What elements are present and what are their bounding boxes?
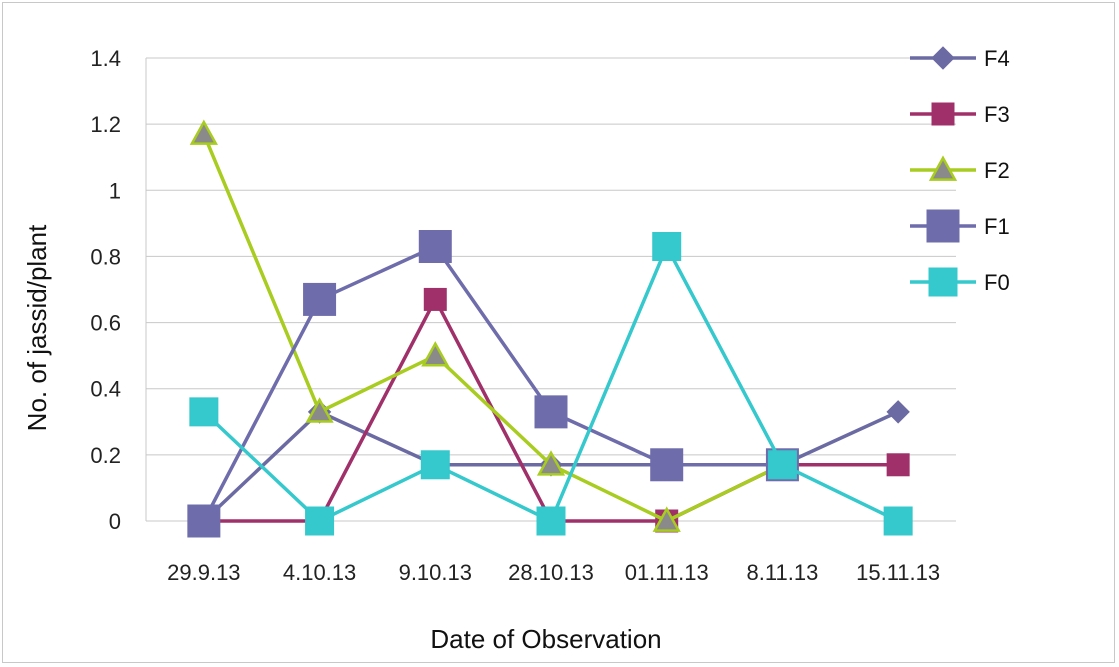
legend-marker-f1 xyxy=(926,209,960,243)
data-point-f0 xyxy=(536,506,566,536)
y-tick-label: 1 xyxy=(109,178,121,203)
x-axis-title: Date of Observation xyxy=(430,624,661,654)
x-tick-label: 15.11.13 xyxy=(856,560,940,585)
x-tick-label: 8.11.13 xyxy=(747,560,819,585)
data-point-f2 xyxy=(652,506,681,532)
series-layer xyxy=(187,119,913,538)
legend-item-f4: F4 xyxy=(910,46,1010,71)
data-point-f1 xyxy=(418,230,452,264)
series-line-f1 xyxy=(202,244,783,522)
series-line-f2 xyxy=(202,133,784,523)
legend-marker-f2 xyxy=(928,155,958,181)
x-tick-label: 4.10.13 xyxy=(283,560,356,585)
data-point-f0 xyxy=(652,232,682,262)
legend-item-f1: F1 xyxy=(910,209,1010,243)
x-axis-ticks: 29.9.13 4.10.13 9.10.13 28.10.13 01.11.13 8.1… xyxy=(167,560,940,585)
y-tick-label: 1.4 xyxy=(90,46,121,71)
x-tick-label: 9.10.13 xyxy=(399,560,472,585)
y-tick-label: 0.4 xyxy=(90,377,121,402)
legend: F4 F3 F2 F1 F0 xyxy=(910,46,1010,297)
legend-label-f3: F3 xyxy=(984,102,1010,127)
series-f0 xyxy=(189,232,913,536)
legend-item-f0: F0 xyxy=(910,267,1010,297)
legend-item-f3: F3 xyxy=(910,102,1010,127)
data-point-f4 xyxy=(886,400,910,424)
data-point-f1 xyxy=(303,282,337,316)
data-point-f0 xyxy=(767,450,797,480)
data-point-f0 xyxy=(305,506,335,536)
data-point-f0 xyxy=(420,450,450,480)
legend-label-f1: F1 xyxy=(984,214,1010,239)
y-tick-label: 1.2 xyxy=(90,112,121,137)
data-point-f3 xyxy=(886,453,910,477)
legend-item-f2: F2 xyxy=(910,155,1010,183)
data-point-f2 xyxy=(189,119,218,145)
legend-marker-f4 xyxy=(931,46,955,70)
data-point-f1 xyxy=(187,504,221,538)
x-tick-label: 29.9.13 xyxy=(167,560,240,585)
x-tick-label: 28.10.13 xyxy=(508,560,594,585)
legend-marker-f0 xyxy=(928,267,958,297)
legend-label-f0: F0 xyxy=(984,270,1010,295)
y-axis-title: No. of jassid/plant xyxy=(22,224,52,431)
legend-marker-f3 xyxy=(931,102,955,126)
data-point-f1 xyxy=(650,448,684,482)
data-point-f2 xyxy=(536,450,566,476)
y-tick-label: 0 xyxy=(109,509,121,534)
legend-label-f2: F2 xyxy=(984,158,1010,183)
legend-label-f4: F4 xyxy=(984,46,1010,71)
x-tick-label: 01.11.13 xyxy=(625,560,709,585)
y-axis-ticks: 0 0.2 0.4 0.6 0.8 1 1.2 1.4 xyxy=(90,46,121,534)
y-tick-label: 0.6 xyxy=(90,311,121,336)
data-point-f0 xyxy=(883,506,913,536)
data-point-f3 xyxy=(423,287,447,311)
y-tick-label: 0.2 xyxy=(90,443,121,468)
data-point-f2 xyxy=(305,397,334,423)
data-point-f1 xyxy=(534,395,568,429)
y-tick-label: 0.8 xyxy=(90,244,121,269)
data-point-f2 xyxy=(421,341,450,367)
data-point-f0 xyxy=(189,397,219,427)
